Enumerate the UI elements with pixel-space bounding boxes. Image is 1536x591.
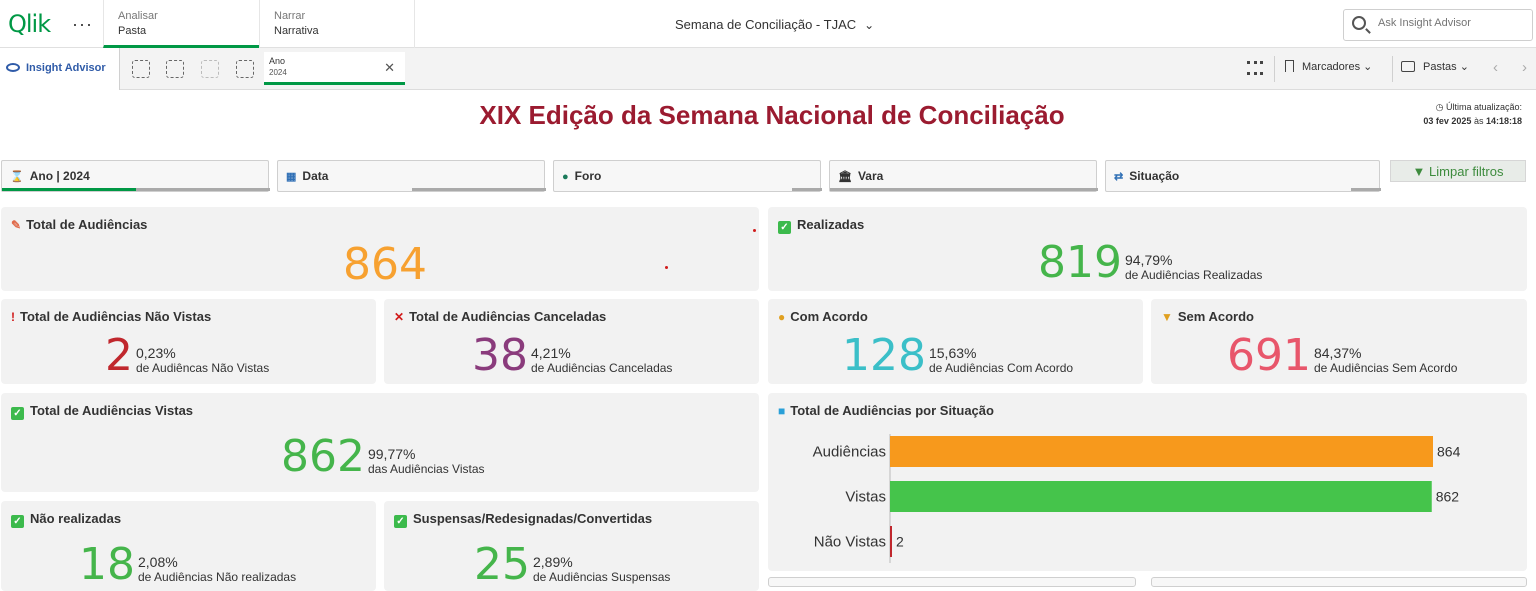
courthouse-icon: 🏛 (838, 171, 852, 183)
category-label: Audiências (813, 444, 886, 461)
search-input[interactable] (1378, 17, 1528, 29)
kpi-nao-realizadas[interactable]: ✓ Não realizadas 18 2,08% de Audiências Nã… (1, 501, 376, 591)
value-label: 2 (896, 534, 904, 550)
edit-note-icon: ✎ (11, 218, 22, 232)
chevron-down-icon: ⌄ (1459, 61, 1469, 73)
eye-icon (6, 63, 20, 72)
kpi-canceladas[interactable]: ✕ Total de Audiências Canceladas 38 4,21%… (384, 299, 759, 384)
next-sheet-icon[interactable]: › (1522, 59, 1527, 76)
thumbs-down-icon: ▼ (1161, 310, 1173, 324)
category-label: Vistas (845, 489, 886, 506)
toolbar: Insight Advisor Ano 2024 ✕ Marcadores ⌄ … (0, 48, 1536, 90)
insight-advisor-button[interactable]: Insight Advisor (0, 48, 120, 90)
bar-chart-situacao: Audiências 864 Vistas 862 Não Vistas 2 (769, 394, 1527, 570)
filter-clear-icon: ▼ (1412, 164, 1426, 179)
app-title-dropdown[interactable]: Semana de Conciliação - TJAC ⌄ (675, 17, 875, 32)
sheets-button[interactable]: Pastas ⌄ (1401, 60, 1469, 73)
bookmark-icon (1285, 60, 1294, 72)
calendar-icon: ▦ (286, 171, 297, 183)
clock-icon: ◷ (1435, 102, 1444, 112)
close-icon[interactable]: ✕ (384, 60, 395, 75)
clear-selections-icon[interactable] (236, 60, 254, 78)
more-menu-icon[interactable]: ··· (72, 14, 93, 34)
card-partial (768, 577, 1136, 587)
marker-dot (753, 229, 756, 232)
bar-chart-svg: Audiências 864 Vistas 862 Não Vistas 2 (813, 434, 1461, 563)
filter-situacao[interactable]: ⇄ Situação (1105, 160, 1381, 192)
kpi-com-acordo[interactable]: ● Com Acordo 128 15,63% de Audiências Com … (768, 299, 1143, 384)
filter-foro[interactable]: ● Foro (553, 160, 822, 192)
smart-search-icon[interactable] (132, 60, 150, 78)
kpi-vistas[interactable]: ✓ Total de Audiências Vistas 862 99,77% da… (1, 393, 759, 492)
grid-view-icon[interactable] (1247, 61, 1263, 75)
handshake-icon: ● (778, 310, 786, 324)
shuffle-icon: ⇄ (1114, 171, 1124, 183)
sheet-icon (1401, 61, 1415, 72)
step-forward-icon[interactable] (201, 60, 219, 78)
filter-ano[interactable]: ⌛ Ano | 2024 (1, 160, 270, 192)
step-back-icon[interactable] (166, 60, 184, 78)
kpi-realizadas[interactable]: ✓ Realizadas 819 94,79% de Audiências Real… (768, 207, 1527, 291)
value-label: 864 (1437, 444, 1461, 460)
bookmarks-button[interactable]: Marcadores ⌄ (1285, 60, 1372, 73)
card-partial (1151, 577, 1527, 587)
sheet-title: XIX Edição da Semana Nacional de Concili… (479, 100, 1065, 130)
kpi-total-audiencias[interactable]: ✎ Total de Audiências 864 (1, 207, 759, 291)
kpi-sem-acordo[interactable]: ▼ Sem Acordo 691 84,37% de Audiências Sem … (1151, 299, 1527, 384)
filter-vara[interactable]: 🏛 Vara (829, 160, 1098, 192)
bar-2[interactable] (890, 526, 892, 557)
category-label: Não Vistas (814, 534, 886, 551)
x-icon: ✕ (394, 310, 405, 324)
kpi-suspensas[interactable]: ✓ Suspensas/Redesignadas/Convertidas 25 2… (384, 501, 759, 591)
chart-icon: ■ (778, 404, 786, 418)
check-icon: ✓ (11, 407, 24, 420)
exclamation-icon: ! (11, 310, 15, 324)
last-update: ◷ Última atualização: 03 fev 2025 às 14:… (1423, 102, 1522, 126)
check-icon: ✓ (394, 515, 407, 528)
tab-analisar[interactable]: Analisar Pasta (103, 0, 260, 48)
tab-narrar[interactable]: Narrar Narrativa (259, 0, 415, 48)
marker-dot (665, 266, 668, 269)
check-icon: ✓ (11, 515, 24, 528)
check-icon: ✓ (778, 221, 791, 234)
clear-filters-button[interactable]: ▼ Limpar filtros (1390, 160, 1526, 182)
chevron-down-icon: ⌄ (864, 18, 875, 32)
search-icon (1352, 16, 1366, 30)
kpi-nao-vistas[interactable]: ! Total de Audiências Não Vistas 2 0,23% d… (1, 299, 376, 384)
top-bar: Qlik ··· Analisar Pasta Narrar Narrativa… (0, 0, 1536, 48)
chevron-down-icon: ⌄ (1363, 61, 1373, 73)
prev-sheet-icon[interactable]: ‹ (1493, 59, 1498, 76)
insight-search[interactable] (1343, 9, 1533, 41)
hourglass-icon: ⌛ (10, 171, 24, 183)
selection-chip-ano[interactable]: Ano 2024 ✕ (264, 52, 405, 85)
value-label: 862 (1436, 489, 1460, 505)
bar-1[interactable] (890, 481, 1432, 512)
qlik-logo[interactable]: Qlik (8, 10, 51, 38)
filter-data[interactable]: ▦ Data (277, 160, 546, 192)
bar-0[interactable] (890, 436, 1433, 467)
globe-icon: ● (562, 171, 569, 183)
